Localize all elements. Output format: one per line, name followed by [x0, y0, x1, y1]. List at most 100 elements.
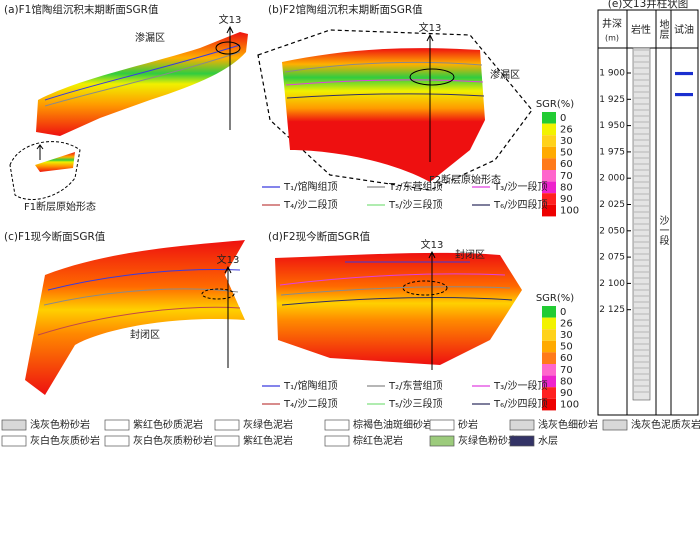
well-arrow	[426, 33, 434, 42]
horizon-line	[285, 79, 484, 86]
legend-label: T₅/沙三段顶	[388, 198, 443, 211]
legend-label: T₄/沙二段顶	[283, 397, 338, 410]
column-frame	[597, 9, 699, 416]
legend-label: 砂岩	[458, 418, 478, 431]
depth-label: 1 975	[599, 147, 625, 157]
legend-swatch	[104, 419, 130, 431]
legend-swatch	[324, 435, 350, 447]
column-header: 地层	[657, 18, 669, 40]
annotation: F1断层原始形态	[24, 200, 96, 213]
legend-swatch	[509, 435, 535, 447]
horizon-line	[44, 51, 241, 107]
legend-swatch	[214, 435, 240, 447]
legend-label: T₄/沙二段顶	[283, 198, 338, 211]
horizon-line	[44, 44, 241, 101]
scale-label: 100	[560, 206, 579, 217]
legend-label: 灰白色灰质粉砂岩	[133, 434, 213, 447]
scale-swatch	[542, 352, 556, 364]
depth-label: 1 950	[599, 121, 625, 131]
leak-zone	[215, 41, 241, 55]
scale-label: 26	[560, 124, 573, 135]
fault-surface	[275, 252, 522, 365]
scale-swatch	[542, 123, 556, 136]
depth-label: 2 125	[599, 305, 625, 315]
legend-swatch	[429, 435, 455, 447]
legend-swatch	[509, 419, 535, 431]
panel-title: (b)F2馆陶组沉积末期断面SGR值	[268, 3, 423, 16]
scale-swatch	[542, 364, 556, 376]
arrow	[36, 144, 44, 160]
legend-label: T₁/馆陶组顶	[283, 379, 338, 392]
horizon-line	[37, 306, 241, 336]
scale-label: 60	[560, 159, 573, 170]
legend-label: 棕褐色油斑细砂岩	[353, 418, 433, 431]
legend-label: 浅灰色泥质灰岩	[631, 418, 700, 431]
column-title: (e)文13井柱状图	[608, 0, 689, 10]
column-header: (m)	[605, 34, 619, 43]
column-header: 岩性	[631, 23, 651, 36]
depth-label: 2 075	[599, 253, 625, 263]
annotation: 渗漏区	[490, 68, 520, 81]
scale-label: 90	[560, 388, 573, 399]
horizon-line	[47, 269, 241, 291]
scale-label: 0	[560, 307, 566, 318]
scale-swatch	[542, 398, 556, 411]
scale-label: 60	[560, 353, 573, 364]
oil-test-bar	[675, 71, 693, 76]
seal-zone	[201, 288, 235, 300]
column-header: 井深	[602, 17, 622, 30]
legend-swatch	[214, 419, 240, 431]
well-label: 文13	[217, 253, 240, 266]
legend-label: T₂/东营组顶	[388, 379, 443, 392]
legend-swatch	[429, 419, 455, 431]
well-arrow	[226, 25, 234, 34]
scale-label: 70	[560, 365, 573, 376]
scale-label: 80	[560, 182, 573, 193]
legend-label: T₂/东营组顶	[388, 180, 443, 193]
depth-label: 2 025	[599, 200, 625, 210]
scale-swatch	[542, 193, 556, 205]
annotation: F2断层原始形态	[429, 173, 501, 186]
depth-label: 1 900	[599, 69, 625, 79]
horizon-line	[281, 297, 513, 306]
scale-swatch	[542, 306, 556, 318]
horizon-line	[279, 273, 506, 286]
well-label: 文13	[421, 238, 444, 251]
scale-title: SGR(%)	[536, 99, 574, 110]
scale-swatch	[542, 340, 556, 353]
scale-label: 0	[560, 113, 566, 124]
stratum-label: 沙一段	[657, 215, 669, 246]
well-arrow	[224, 265, 232, 274]
scale-label: 90	[560, 194, 573, 205]
scale-swatch	[542, 112, 556, 124]
scale-swatch	[542, 375, 556, 388]
scale-swatch	[542, 181, 556, 194]
scale-label: 50	[560, 148, 573, 159]
depth-label: 2 050	[599, 226, 625, 236]
panel-title: (d)F2现今断面SGR值	[268, 230, 371, 243]
legend-label: T₆/沙四段顶	[493, 397, 548, 410]
horizon-line	[43, 288, 239, 306]
legend-label: T₃/沙一段顶	[493, 379, 548, 392]
annotation: 封闭区	[130, 328, 160, 341]
scale-label: 30	[560, 136, 573, 147]
oil-test-bar	[675, 92, 693, 97]
legend-label: 水层	[538, 435, 558, 447]
legend-label: 浅灰色细砂岩	[538, 418, 598, 431]
scale-label: 80	[560, 376, 573, 387]
legend-label: T₆/沙四段顶	[493, 198, 548, 211]
panel-title: (c)F1现今断面SGR值	[4, 230, 106, 243]
legend-label: 灰绿色粉砂岩	[458, 434, 518, 447]
scale-swatch	[542, 204, 556, 217]
well-arrow	[428, 250, 436, 259]
legend-label: T₁/馆陶组顶	[283, 180, 338, 193]
scale-label: 50	[560, 342, 573, 353]
scale-title: SGR(%)	[536, 293, 574, 304]
depth-label: 2 100	[599, 279, 625, 289]
scale-label: 30	[560, 330, 573, 341]
horizon-line	[284, 61, 483, 73]
column-header: 试油	[674, 23, 694, 36]
scale-swatch	[542, 387, 556, 399]
horizon-line	[280, 286, 511, 296]
scale-label: 100	[560, 400, 579, 411]
